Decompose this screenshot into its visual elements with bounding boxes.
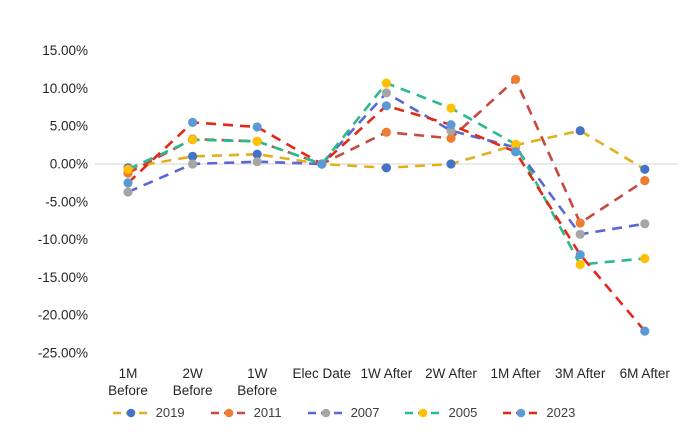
data-point-marker-2023 (188, 117, 198, 127)
data-point-marker-2007 (381, 88, 391, 98)
data-point-marker-2019 (381, 163, 391, 173)
y-tick-label: 5.00% (50, 119, 88, 134)
legend-item-2011: 2011 (210, 405, 282, 420)
x-tick-label: Elec Date (293, 366, 352, 381)
data-point-marker-2005 (123, 164, 133, 174)
legend-label-2005: 2005 (448, 405, 478, 420)
series-2023 (123, 101, 650, 336)
y-tick-label: -5.00% (45, 194, 88, 209)
legend-line-sample-2011 (210, 408, 247, 417)
data-point-marker-2007 (640, 219, 650, 229)
data-point-marker-2023 (446, 120, 456, 130)
y-axis-labels: 15.00% 10.00% 5.00% 0.00% -5.00% -10.00% -15.0… (38, 43, 88, 360)
data-point-marker-2011 (446, 133, 456, 143)
data-point-marker-2011 (640, 176, 650, 186)
data-point-marker-2005 (575, 259, 585, 270)
data-point-marker-2005 (381, 78, 391, 88)
legend-line-sample-2005 (405, 408, 442, 417)
y-tick-label: -25.00% (38, 346, 88, 361)
data-point-marker-2019 (640, 164, 650, 174)
data-point-marker-2011 (381, 127, 391, 137)
data-point-marker-2023 (640, 326, 650, 336)
x-tick-label: 2W Before (173, 366, 213, 398)
legend-item-2007: 2007 (307, 405, 380, 420)
data-point-marker-2007 (575, 229, 585, 239)
y-tick-label: 15.00% (42, 43, 88, 58)
y-tick-label: 0.00% (50, 157, 88, 172)
x-tick-label: 1M After (490, 366, 541, 381)
legend-item-2019: 2019 (112, 405, 185, 420)
legend-line-sample-2019 (112, 408, 149, 417)
y-tick-label: -10.00% (38, 232, 88, 247)
data-point-marker-2005 (510, 139, 521, 149)
data-point-marker-2019 (446, 159, 456, 169)
legend-label-2007: 2007 (350, 405, 380, 420)
data-point-marker-2011 (510, 74, 521, 84)
data-point-marker-2005 (252, 136, 262, 146)
data-point-marker-2005 (640, 253, 650, 264)
y-tick-label: -20.00% (38, 308, 88, 323)
chart-plot-area: 15.00% 10.00% 5.00% 0.00% -5.00% -10.00% -15.0… (38, 43, 678, 398)
legend-item-2023: 2023 (503, 406, 575, 419)
data-point-marker-2007 (188, 159, 198, 169)
y-tick-label: -15.00% (38, 270, 88, 285)
x-tick-label: 1W After (361, 366, 413, 381)
x-tick-label: 1M Before (108, 366, 148, 398)
legend-label-2011: 2011 (253, 405, 282, 420)
data-point-marker-2007 (252, 157, 262, 167)
data-point-marker-2005 (188, 135, 198, 145)
x-tick-label: 1W Before (237, 366, 277, 398)
series-line-2011 (127, 77, 646, 225)
chart-legend: 2019 2011 2007 2005 2023 (0, 406, 688, 419)
data-point-marker-2023 (317, 159, 327, 169)
data-point-marker-2011 (575, 218, 585, 228)
data-point-marker-2023 (510, 147, 521, 157)
data-point-marker-2019 (252, 149, 262, 159)
series-2007 (123, 88, 650, 239)
y-tick-label: 10.00% (42, 81, 88, 96)
data-point-marker-2005 (446, 103, 456, 113)
x-tick-label: 2W After (425, 366, 477, 381)
data-point-marker-2019 (188, 151, 198, 161)
x-tick-label: 3M After (555, 366, 606, 381)
data-point-marker-2023 (381, 101, 391, 111)
x-axis-labels: 1M Before 2W Before 1W Before Elec Date 1W Afte… (108, 366, 670, 398)
legend-line-sample-2007 (307, 408, 344, 417)
data-point-marker-2023 (123, 178, 133, 188)
x-tick-label: 6M After (620, 366, 671, 381)
data-point-marker-2007 (123, 187, 133, 197)
legend-label-2023: 2023 (546, 405, 576, 420)
legend-label-2019: 2019 (155, 405, 185, 420)
legend-item-2005: 2005 (405, 406, 477, 419)
legend-line-sample-2023 (503, 408, 540, 417)
data-point-marker-2023 (575, 250, 585, 260)
data-point-marker-2023 (252, 122, 262, 132)
series-2011 (123, 74, 650, 228)
data-point-marker-2019 (575, 126, 585, 136)
